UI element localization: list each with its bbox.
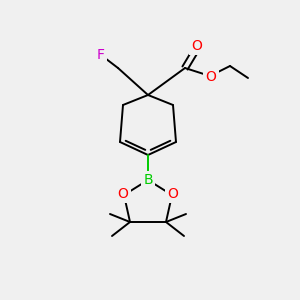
Text: O: O bbox=[206, 70, 216, 84]
Text: B: B bbox=[143, 173, 153, 187]
Text: F: F bbox=[97, 48, 105, 62]
Text: O: O bbox=[168, 187, 178, 201]
Text: O: O bbox=[118, 187, 128, 201]
Text: O: O bbox=[192, 39, 203, 53]
